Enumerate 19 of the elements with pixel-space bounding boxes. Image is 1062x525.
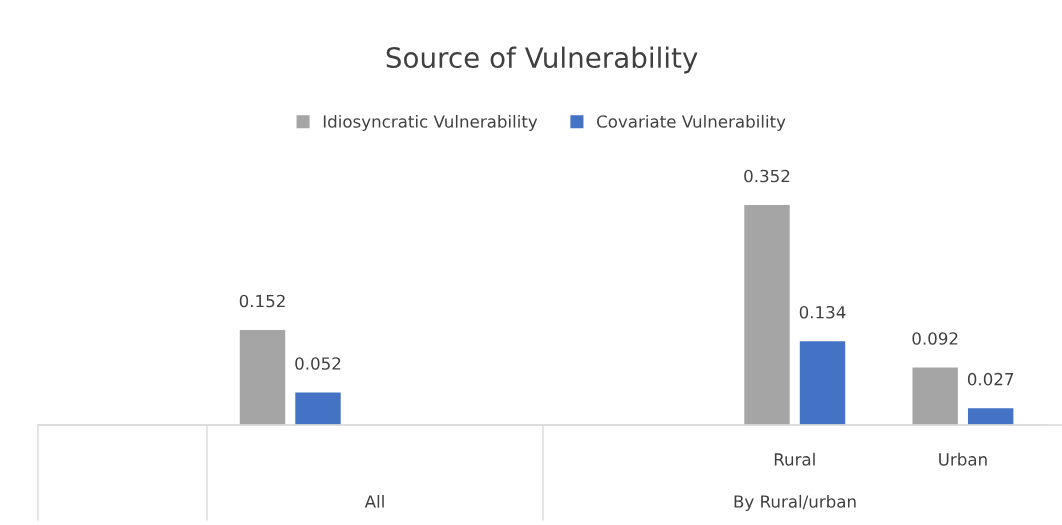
- bar: [239, 330, 286, 425]
- chart-title: Source of Vulnerability: [386, 46, 698, 74]
- legend-label: Idiosyncratic Vulnerability: [323, 114, 538, 132]
- bar: [967, 408, 1014, 425]
- x-tick-label: Rural: [774, 452, 815, 466]
- data-label: 0.052: [295, 357, 341, 370]
- text: All: [364, 494, 384, 508]
- legend-label: Covariate Vulnerability: [597, 114, 786, 132]
- bar: [799, 341, 846, 425]
- data-label: 0.352: [744, 169, 790, 183]
- bar: [912, 367, 958, 425]
- data-label: 0.134: [799, 305, 846, 319]
- text: By Rural/urban: [734, 494, 856, 512]
- x-tick-label: Urban: [939, 452, 987, 466]
- bar: [295, 392, 341, 425]
- data-label: 0.027: [967, 372, 1014, 386]
- data-label: 0.152: [239, 294, 285, 308]
- data-label: 0.092: [912, 332, 958, 345]
- bar: [744, 205, 790, 425]
